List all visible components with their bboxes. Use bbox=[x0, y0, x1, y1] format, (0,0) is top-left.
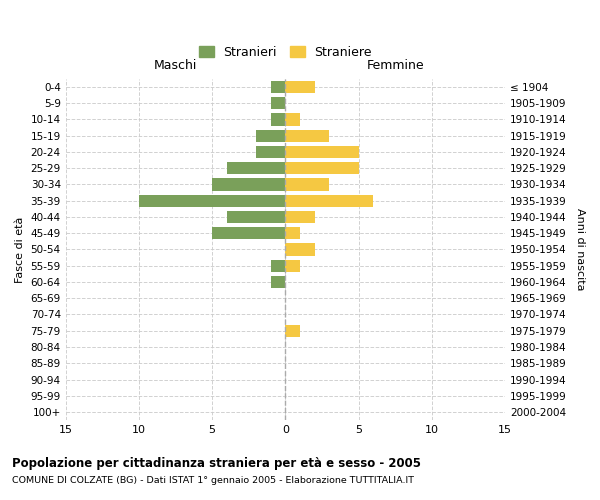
Y-axis label: Anni di nascita: Anni di nascita bbox=[575, 208, 585, 290]
Bar bbox=[271, 81, 286, 93]
Bar bbox=[256, 146, 286, 158]
Bar bbox=[286, 194, 373, 207]
Bar bbox=[212, 178, 286, 190]
Bar bbox=[212, 227, 286, 239]
Bar bbox=[286, 324, 300, 337]
Bar bbox=[286, 81, 314, 93]
Text: COMUNE DI COLZATE (BG) - Dati ISTAT 1° gennaio 2005 - Elaborazione TUTTITALIA.IT: COMUNE DI COLZATE (BG) - Dati ISTAT 1° g… bbox=[12, 476, 414, 485]
Text: Maschi: Maschi bbox=[154, 59, 197, 72]
Bar bbox=[271, 276, 286, 288]
Bar bbox=[286, 162, 359, 174]
Bar bbox=[271, 114, 286, 126]
Legend: Stranieri, Straniere: Stranieri, Straniere bbox=[194, 40, 377, 64]
Y-axis label: Fasce di età: Fasce di età bbox=[15, 216, 25, 282]
Bar bbox=[227, 162, 286, 174]
Text: Popolazione per cittadinanza straniera per età e sesso - 2005: Popolazione per cittadinanza straniera p… bbox=[12, 458, 421, 470]
Bar bbox=[271, 97, 286, 110]
Text: Femmine: Femmine bbox=[367, 59, 424, 72]
Bar bbox=[286, 130, 329, 142]
Bar bbox=[286, 244, 314, 256]
Bar bbox=[271, 260, 286, 272]
Bar bbox=[286, 211, 314, 223]
Bar bbox=[286, 227, 300, 239]
Bar bbox=[286, 260, 300, 272]
Bar bbox=[286, 178, 329, 190]
Bar bbox=[256, 130, 286, 142]
Bar bbox=[139, 194, 286, 207]
Bar bbox=[286, 114, 300, 126]
Bar bbox=[286, 146, 359, 158]
Bar bbox=[227, 211, 286, 223]
